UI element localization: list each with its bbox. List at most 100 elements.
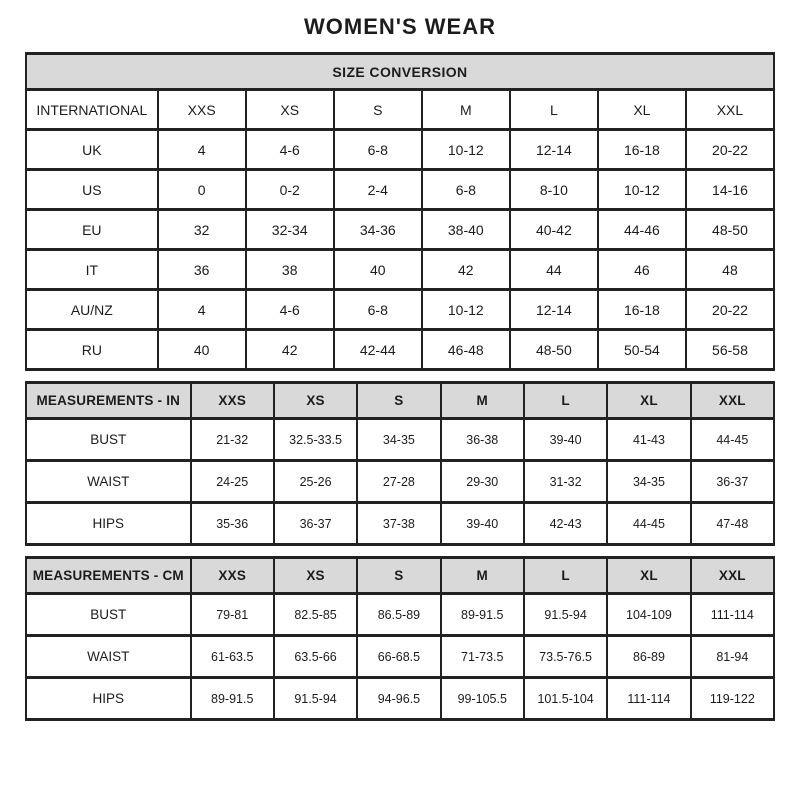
measurements-in-row-hips: HIPS 35-36 36-37 37-38 39-40 42-43 44-45 47-48 xyxy=(25,501,776,546)
measurements-cm-bust-value-2: 86.5-89 xyxy=(356,592,442,637)
measurements-cm-hips-value-4: 101.5-104 xyxy=(522,676,609,721)
measurements-cm-header-label: MEASUREMENTS - CM xyxy=(25,556,192,595)
size-conversion-uk-value-5: 16-18 xyxy=(596,128,687,171)
size-conversion-uk-value-1: 4-6 xyxy=(244,128,335,171)
size-conversion-row-au-nz: AU/NZ 4 4-6 6-8 10-12 12-14 16-18 20-22 xyxy=(25,288,776,331)
row-label-au-nz: AU/NZ xyxy=(25,288,159,331)
measurements-in-bust-value-1: 32.5-33.5 xyxy=(272,417,359,462)
size-conversion-eu-value-1: 32-34 xyxy=(244,208,335,251)
size-conversion-us-value-4: 8-10 xyxy=(508,168,599,211)
size-conversion-ru-value-1: 42 xyxy=(244,328,335,371)
size-conversion-row-eu: EU 32 32-34 34-36 38-40 40-42 44-46 48-50 xyxy=(25,208,776,251)
size-conversion-header-xxl: XXL xyxy=(684,88,776,131)
measurements-cm-header-xs: XS xyxy=(272,556,359,595)
measurements-cm-waist-value-6: 81-94 xyxy=(689,634,776,679)
measurements-in-hips-value-1: 36-37 xyxy=(272,501,359,546)
measurements-in-hips-value-4: 42-43 xyxy=(522,501,609,546)
measurements-cm-hips-value-5: 111-114 xyxy=(606,676,692,721)
size-conversion-banner-row: SIZE CONVERSION xyxy=(25,52,775,91)
size-conversion-us-value-2: 2-4 xyxy=(332,168,423,211)
size-conversion-uk-value-6: 20-22 xyxy=(684,128,776,171)
row-label-bust: BUST xyxy=(25,592,192,637)
measurements-cm-hips-value-2: 94-96.5 xyxy=(356,676,442,721)
measurements-in-bust-value-3: 36-38 xyxy=(439,417,525,462)
measurements-cm-header-row: MEASUREMENTS - CM XXS XS S M L XL XXL xyxy=(25,556,776,595)
size-conversion-uk-value-2: 6-8 xyxy=(332,128,423,171)
measurements-in-header-m: M xyxy=(439,381,525,420)
size-conversion-us-value-5: 10-12 xyxy=(596,168,687,211)
measurements-in-waist-value-5: 34-35 xyxy=(606,459,692,504)
measurements-cm-bust-value-0: 79-81 xyxy=(189,592,275,637)
measurements-in-header-row: MEASUREMENTS - IN XXS XS S M L XL XXL xyxy=(25,381,776,420)
measurements-in-bust-value-0: 21-32 xyxy=(189,417,275,462)
measurements-cm-hips-value-0: 89-91.5 xyxy=(189,676,275,721)
measurements-in-waist-value-6: 36-37 xyxy=(689,459,776,504)
size-chart-sheet: WOMEN'S WEAR SIZE CONVERSION INTERNATION… xyxy=(25,14,776,721)
measurements-in-header-xxl: XXL xyxy=(689,381,776,420)
size-conversion-header-xxs: XXS xyxy=(156,88,247,131)
size-conversion-table: SIZE CONVERSION INTERNATIONAL XXS XS S M L XL X… xyxy=(25,52,776,371)
size-conversion-banner: SIZE CONVERSION xyxy=(25,52,775,91)
size-conversion-it-value-3: 42 xyxy=(420,248,511,291)
measurements-in-table: MEASUREMENTS - IN XXS XS S M L XL XXL BUST 21-32 3… xyxy=(25,381,776,546)
size-conversion-it-value-5: 46 xyxy=(596,248,687,291)
measurements-in-row-bust: BUST 21-32 32.5-33.5 34-35 36-38 39-40 41-43 44… xyxy=(25,417,776,462)
measurements-in-header-l: L xyxy=(522,381,609,420)
size-conversion-it-value-1: 38 xyxy=(244,248,335,291)
row-label-uk: UK xyxy=(25,128,159,171)
size-conversion-it-value-6: 48 xyxy=(684,248,776,291)
size-conversion-au-nz-value-3: 10-12 xyxy=(420,288,511,331)
measurements-cm-waist-value-1: 63.5-66 xyxy=(272,634,359,679)
measurements-in-waist-value-4: 31-32 xyxy=(522,459,609,504)
size-conversion-eu-value-5: 44-46 xyxy=(596,208,687,251)
size-conversion-ru-value-3: 46-48 xyxy=(420,328,511,371)
measurements-in-hips-value-0: 35-36 xyxy=(189,501,275,546)
size-conversion-eu-value-6: 48-50 xyxy=(684,208,776,251)
size-conversion-au-nz-value-5: 16-18 xyxy=(596,288,687,331)
measurements-in-header-xxs: XXS xyxy=(189,381,275,420)
size-conversion-us-value-1: 0-2 xyxy=(244,168,335,211)
measurements-cm-waist-value-5: 86-89 xyxy=(606,634,692,679)
page-title: WOMEN'S WEAR xyxy=(304,14,496,39)
size-conversion-row-ru: RU 40 42 42-44 46-48 48-50 50-54 56-58 xyxy=(25,328,776,371)
size-conversion-header-xs: XS xyxy=(244,88,335,131)
measurements-cm-header-s: S xyxy=(356,556,442,595)
size-conversion-row-uk: UK 4 4-6 6-8 10-12 12-14 16-18 20-22 xyxy=(25,128,776,171)
measurements-cm-hips-value-6: 119-122 xyxy=(689,676,776,721)
measurements-in-waist-value-1: 25-26 xyxy=(272,459,359,504)
measurements-in-header-xl: XL xyxy=(606,381,692,420)
row-label-bust: BUST xyxy=(25,417,192,462)
size-conversion-ru-value-2: 42-44 xyxy=(332,328,423,371)
measurements-in-waist-value-2: 27-28 xyxy=(356,459,442,504)
measurements-cm-row-waist: WAIST 61-63.5 63.5-66 66-68.5 71-73.5 73.5-76… xyxy=(25,634,776,679)
row-label-us: US xyxy=(25,168,159,211)
size-conversion-ru-value-6: 56-58 xyxy=(684,328,776,371)
measurements-in-hips-value-6: 47-48 xyxy=(689,501,776,546)
size-conversion-it-value-4: 44 xyxy=(508,248,599,291)
size-conversion-header-s: S xyxy=(332,88,423,131)
measurements-cm-table: MEASUREMENTS - CM XXS XS S M L XL XXL BUST 79-81 8… xyxy=(25,556,776,721)
measurements-cm-row-bust: BUST 79-81 82.5-85 86.5-89 89-91.5 91.5-94 104… xyxy=(25,592,776,637)
measurements-cm-header-m: M xyxy=(439,556,525,595)
measurements-cm-bust-value-6: 111-114 xyxy=(689,592,776,637)
measurements-cm-waist-value-2: 66-68.5 xyxy=(356,634,442,679)
measurements-cm-header-xxs: XXS xyxy=(189,556,275,595)
size-conversion-it-value-0: 36 xyxy=(156,248,247,291)
size-conversion-eu-value-2: 34-36 xyxy=(332,208,423,251)
measurements-cm-waist-value-4: 73.5-76.5 xyxy=(522,634,609,679)
measurements-cm-header-xl: XL xyxy=(606,556,692,595)
size-conversion-header-l: L xyxy=(508,88,599,131)
size-conversion-ru-value-4: 48-50 xyxy=(508,328,599,371)
size-conversion-au-nz-value-0: 4 xyxy=(156,288,247,331)
size-conversion-au-nz-value-1: 4-6 xyxy=(244,288,335,331)
measurements-cm-bust-value-3: 89-91.5 xyxy=(439,592,525,637)
measurements-in-hips-value-5: 44-45 xyxy=(606,501,692,546)
measurements-in-waist-value-3: 29-30 xyxy=(439,459,525,504)
measurements-in-header-s: S xyxy=(356,381,442,420)
size-conversion-ru-value-0: 40 xyxy=(156,328,247,371)
size-conversion-au-nz-value-4: 12-14 xyxy=(508,288,599,331)
measurements-cm-bust-value-5: 104-109 xyxy=(606,592,692,637)
measurements-in-bust-value-2: 34-35 xyxy=(356,417,442,462)
size-conversion-row-us: US 0 0-2 2-4 6-8 8-10 10-12 14-16 xyxy=(25,168,776,211)
measurements-in-header-xs: XS xyxy=(272,381,359,420)
